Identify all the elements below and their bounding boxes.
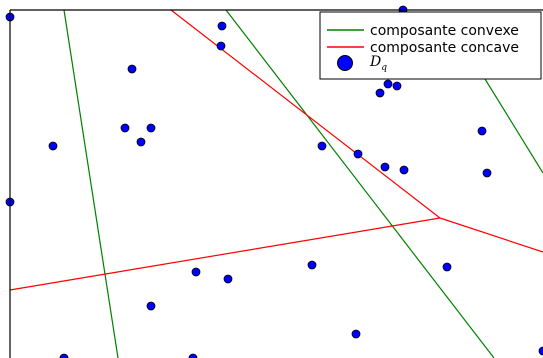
data-point-24 xyxy=(351,329,361,339)
data-point-15 xyxy=(380,162,390,172)
legend-label-convexe: composante convexe xyxy=(370,23,519,39)
series-1-segment-1 xyxy=(439,217,543,253)
data-point-25 xyxy=(59,353,69,358)
data-point-2 xyxy=(216,41,226,51)
data-point-5 xyxy=(383,79,393,89)
data-point-23 xyxy=(146,301,156,311)
data-point-11 xyxy=(136,137,146,147)
data-point-20 xyxy=(223,274,233,284)
series-1-segment-0 xyxy=(170,9,441,219)
data-point-13 xyxy=(317,141,327,151)
data-point-4 xyxy=(127,64,137,74)
series-0-segment-0 xyxy=(63,9,119,358)
legend: composante convexe composante concave Dq xyxy=(319,11,542,80)
data-point-26 xyxy=(188,353,198,358)
data-point-12 xyxy=(477,126,487,136)
legend-label-concave: composante concave xyxy=(370,40,519,56)
series-lines xyxy=(9,9,543,358)
data-point-1 xyxy=(217,21,227,31)
legend-box xyxy=(319,11,542,80)
legend-marker-dq xyxy=(337,55,353,71)
data-point-8 xyxy=(120,123,130,133)
legend-label-dq: Dq xyxy=(369,54,387,73)
data-point-21 xyxy=(307,260,317,270)
data-point-10 xyxy=(48,141,58,151)
data-point-6 xyxy=(392,81,402,91)
data-point-9 xyxy=(146,123,156,133)
data-point-27 xyxy=(538,346,543,356)
series-0-segment-1 xyxy=(225,9,495,358)
data-point-22 xyxy=(442,262,452,272)
data-point-7 xyxy=(375,88,385,98)
series-1-segment-2 xyxy=(9,217,441,291)
data-point-17 xyxy=(482,168,492,178)
data-point-19 xyxy=(191,267,201,277)
data-point-16 xyxy=(399,165,409,175)
data-point-14 xyxy=(353,149,363,159)
series-0-segment-2 xyxy=(484,78,543,174)
